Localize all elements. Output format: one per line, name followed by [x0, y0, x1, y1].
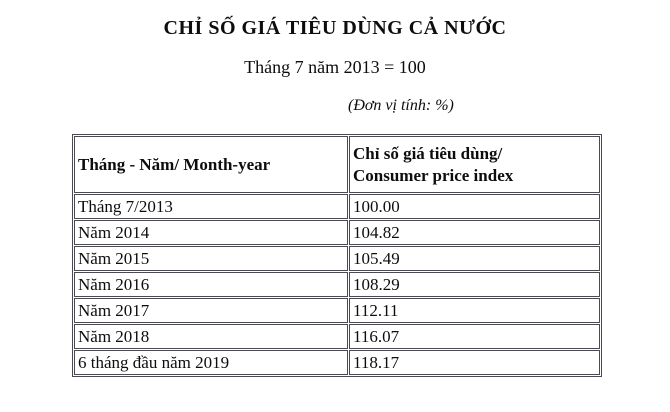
row-label: Năm 2017	[74, 298, 348, 323]
row-label: Năm 2018	[74, 324, 348, 349]
column-header-cpi: Chỉ số giá tiêu dùng/ Consumer price ind…	[349, 136, 600, 193]
row-value: 112.11	[349, 298, 600, 323]
table-row: Năm 2014 104.82	[74, 220, 600, 245]
column-header-month-year: Tháng - Năm/ Month-year	[74, 136, 348, 193]
table-row: Năm 2018 116.07	[74, 324, 600, 349]
row-label: Tháng 7/2013	[74, 194, 348, 219]
row-value: 104.82	[349, 220, 600, 245]
table-header-row: Tháng - Năm/ Month-year Chỉ số giá tiêu …	[74, 136, 600, 193]
table-row: Năm 2017 112.11	[74, 298, 600, 323]
row-label: Năm 2016	[74, 272, 348, 297]
row-value: 118.17	[349, 350, 600, 375]
row-value: 108.29	[349, 272, 600, 297]
row-label: Năm 2014	[74, 220, 348, 245]
table-row: Năm 2016 108.29	[74, 272, 600, 297]
page-title: CHỈ SỐ GIÁ TIÊU DÙNG CẢ NƯỚC	[163, 17, 507, 39]
table-row: 6 tháng đầu năm 2019 118.17	[74, 350, 600, 375]
row-value: 116.07	[349, 324, 600, 349]
table-row: Tháng 7/2013 100.00	[74, 194, 600, 219]
base-period-subtitle: Tháng 7 năm 2013 = 100	[244, 57, 426, 77]
table-row: Năm 2015 105.49	[74, 246, 600, 271]
cpi-table: Tháng - Năm/ Month-year Chỉ số giá tiêu …	[72, 134, 602, 377]
row-label: 6 tháng đầu năm 2019	[74, 350, 348, 375]
column-header-cpi-line2: Consumer price index	[353, 165, 514, 185]
unit-note: (Đơn vị tính: %)	[348, 97, 454, 114]
row-value: 105.49	[349, 246, 600, 271]
row-label: Năm 2015	[74, 246, 348, 271]
column-header-cpi-line1: Chỉ số giá tiêu dùng/	[353, 144, 503, 164]
row-value: 100.00	[349, 194, 600, 219]
